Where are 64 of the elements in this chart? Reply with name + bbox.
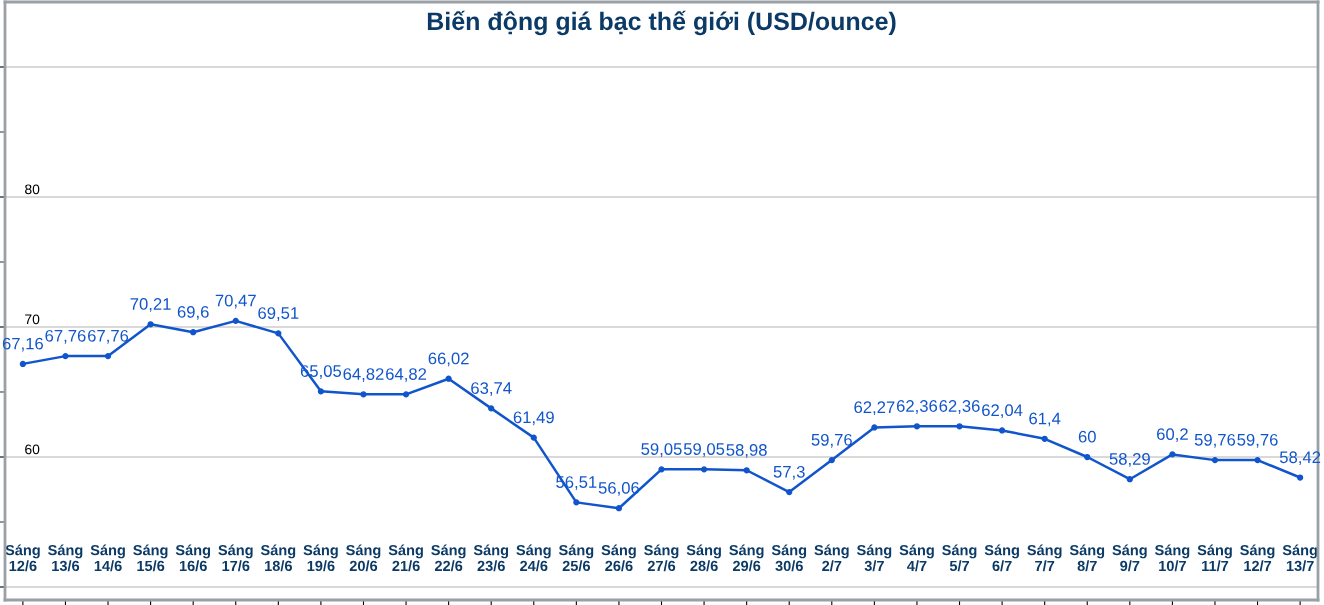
data-label: 60 — [1078, 430, 1096, 443]
x-tick-label: Sáng 5/7 — [942, 544, 977, 572]
x-tick-label: Sáng 8/7 — [1069, 544, 1105, 572]
data-label: 67,76 — [88, 329, 129, 344]
x-tick-label: Sáng 28/6 — [686, 544, 721, 572]
x-tick-label: Sáng 10/7 — [1154, 544, 1190, 572]
x-tick-label: Sáng 12/7 — [1240, 544, 1275, 572]
y-tick-label: 60 — [25, 444, 40, 455]
data-label: 62,36 — [939, 400, 980, 414]
x-tick-label: Sáng 13/7 — [1282, 544, 1317, 572]
data-label: 61,4 — [1029, 412, 1061, 427]
x-tick-label: Sáng 19/6 — [303, 544, 338, 572]
data-label: 61,49 — [513, 411, 554, 426]
data-label: 59,76 — [811, 433, 852, 448]
data-label: 70,21 — [130, 298, 171, 312]
x-tick-label: Sáng 25/6 — [558, 544, 594, 572]
data-label: 62,04 — [982, 404, 1023, 419]
x-tick-label: Sáng 16/6 — [175, 544, 211, 572]
data-label: 59,05 — [683, 443, 725, 457]
x-tick-label: Sáng 30/6 — [771, 544, 807, 572]
data-label: 56,06 — [598, 482, 640, 496]
x-tick-label: Sáng 26/6 — [601, 544, 636, 572]
data-label: 64,82 — [386, 368, 427, 382]
x-tick-label: Sáng 24/6 — [516, 544, 551, 572]
x-tick-label: Sáng 23/6 — [473, 544, 509, 572]
x-tick-label: Sáng 4/7 — [899, 544, 934, 572]
data-label: 62,27 — [854, 401, 895, 416]
x-tick-label: Sáng 7/7 — [1027, 544, 1062, 572]
data-label: 66,02 — [428, 352, 469, 367]
data-label: 64,82 — [343, 368, 384, 382]
x-tick-label: Sáng 27/6 — [644, 544, 679, 572]
x-tick-label: Sáng 17/6 — [218, 544, 253, 572]
data-label: 63,74 — [471, 382, 512, 396]
data-label: 70,47 — [215, 294, 256, 309]
x-tick-label: Sáng 6/7 — [984, 544, 1019, 572]
data-label: 60,2 — [1157, 428, 1188, 442]
x-tick-label: Sáng 18/6 — [260, 544, 296, 572]
x-tick-label: Sáng 13/6 — [48, 544, 83, 572]
data-label: 67,76 — [45, 329, 86, 344]
x-tick-label: Sáng 11/7 — [1197, 544, 1232, 572]
x-tick-label: Sáng 9/7 — [1112, 544, 1147, 572]
x-tick-label: Sáng 14/6 — [90, 544, 125, 572]
data-label: 58,42 — [1279, 451, 1321, 466]
x-tick-label: Sáng 2/7 — [814, 544, 849, 572]
data-label: 58,29 — [1109, 453, 1150, 467]
data-label: 67,16 — [2, 337, 43, 352]
data-label: 59,76 — [1237, 433, 1278, 448]
y-tick-label: 70 — [25, 314, 40, 325]
data-label: 59,76 — [1194, 433, 1236, 448]
data-label: 59,05 — [641, 443, 682, 457]
x-tick-label: Sáng 29/6 — [729, 544, 764, 572]
data-label: 58,98 — [726, 444, 767, 458]
data-label: 62,36 — [896, 400, 938, 414]
chart-title: Biến động giá bạc thế giới (USD/ounce) — [427, 10, 896, 36]
y-tick-label: 80 — [25, 184, 40, 195]
x-tick-label: Sáng 15/6 — [133, 544, 168, 572]
x-tick-label: Sáng 21/6 — [388, 544, 423, 572]
x-tick-label: Sáng 3/7 — [856, 544, 892, 572]
data-label: 69,51 — [258, 307, 299, 321]
x-tick-label: Sáng 22/6 — [431, 544, 466, 572]
x-tick-label: Sáng 12/6 — [5, 544, 40, 572]
data-label: 69,6 — [177, 305, 209, 320]
x-tick-label: Sáng 20/6 — [346, 544, 381, 572]
data-label: 57,3 — [773, 465, 805, 480]
